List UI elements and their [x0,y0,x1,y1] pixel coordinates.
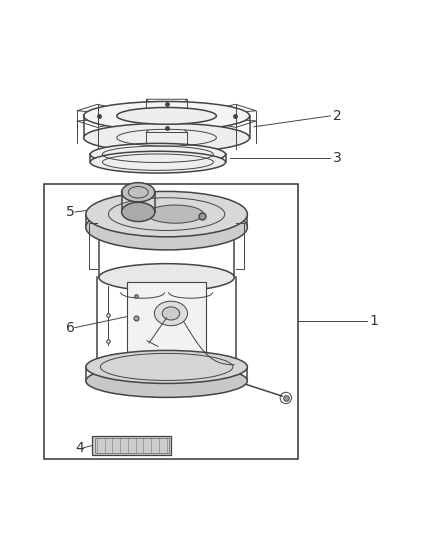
Text: 6: 6 [66,321,75,335]
Ellipse shape [86,350,247,383]
Ellipse shape [97,352,237,382]
Ellipse shape [90,143,226,165]
Ellipse shape [84,123,250,152]
Bar [92,435,171,455]
Ellipse shape [122,203,155,222]
Ellipse shape [90,151,226,173]
Ellipse shape [147,205,204,223]
Ellipse shape [84,101,250,130]
Ellipse shape [86,205,247,250]
Text: 1: 1 [370,314,378,328]
Bar [44,183,297,458]
Bar [127,282,206,354]
Ellipse shape [99,264,234,291]
Ellipse shape [122,183,155,202]
Text: 2: 2 [332,109,341,123]
Text: 3: 3 [332,151,341,165]
Ellipse shape [117,108,216,124]
Ellipse shape [86,365,247,398]
Ellipse shape [154,301,187,326]
Ellipse shape [162,307,180,320]
Bar [95,438,169,453]
Text: 5: 5 [66,205,75,219]
Ellipse shape [86,191,247,237]
Text: 4: 4 [75,441,84,455]
